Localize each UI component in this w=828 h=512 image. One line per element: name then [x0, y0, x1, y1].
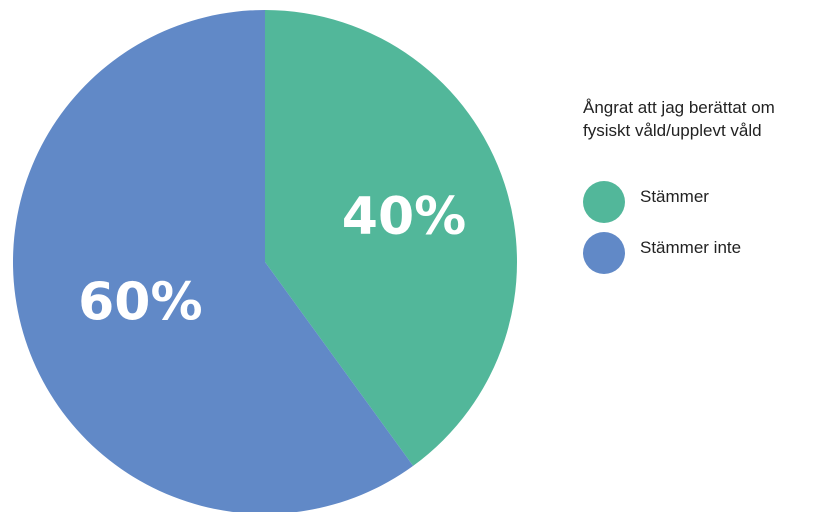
legend-item-stammer: Stämmer: [583, 181, 823, 223]
legend-label-stammer: Stämmer: [640, 187, 709, 206]
pie-slices: [12, 10, 518, 512]
pie-slice-labels: 40% 60%: [78, 187, 466, 333]
legend: Ångrat att jag berättat om fysiskt våld/…: [583, 96, 823, 284]
legend-item-stammer-inte: Stämmer inte: [583, 232, 823, 274]
pie-slice-stammer-inte: [12, 10, 414, 512]
pie-slice-label-stammer-inte: 60%: [78, 272, 202, 332]
pie-slice-stammer: [265, 10, 518, 466]
legend-swatch-stammer: [583, 181, 625, 223]
pie-slice-label-stammer: 40%: [342, 187, 466, 247]
legend-swatch-stammer-inte: [583, 232, 625, 274]
legend-label-stammer-inte: Stämmer inte: [640, 238, 742, 257]
chart-title: Ångrat att jag berättat om fysiskt våld/…: [583, 98, 775, 140]
